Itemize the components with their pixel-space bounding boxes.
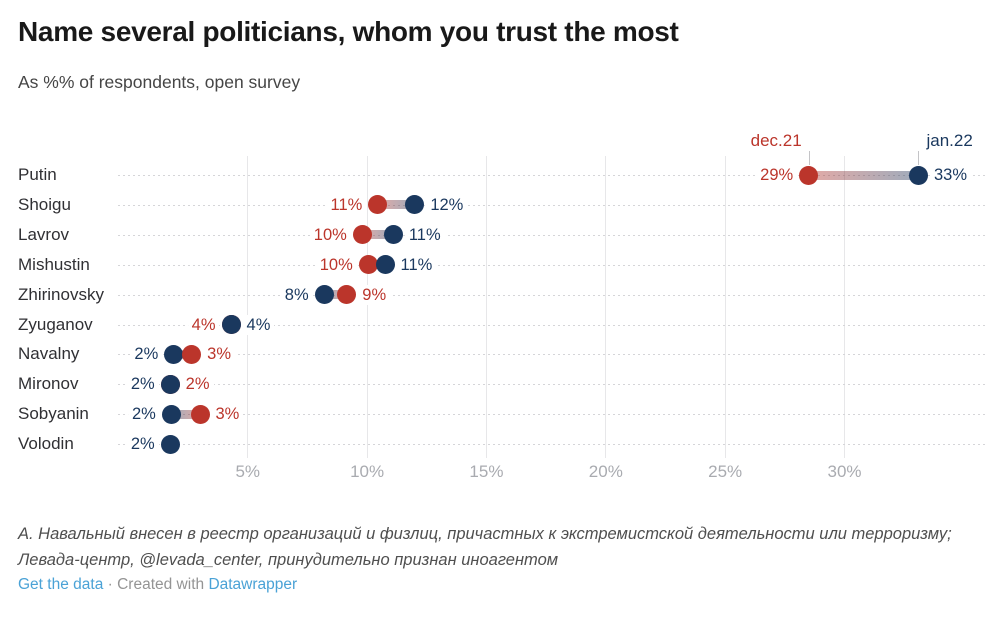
- dec21-dot[interactable]: [799, 165, 819, 185]
- row-guide-line: [118, 444, 985, 446]
- value-label-jan: 2%: [126, 374, 159, 395]
- chart-subtitle: As %% of respondents, open survey: [18, 72, 301, 92]
- jan22-dot[interactable]: [160, 374, 180, 394]
- x-gridline: [247, 156, 249, 458]
- row-label: Navalny: [18, 343, 87, 366]
- jan22-dot[interactable]: [314, 285, 334, 305]
- x-axis-tick-label: 25%: [708, 462, 743, 481]
- row-label: Shoigu: [18, 193, 78, 216]
- value-label-dec: 3%: [211, 404, 244, 425]
- dec21-dot[interactable]: [352, 225, 372, 245]
- value-label-dec: 3%: [203, 344, 235, 365]
- row-guide-line: [118, 324, 985, 326]
- trend-connector: [377, 200, 415, 210]
- row-label: Lavrov: [18, 223, 77, 246]
- row-label: Zhirinovsky: [18, 283, 111, 306]
- value-label-dec: 2%: [181, 374, 214, 395]
- get-the-data-link[interactable]: Get the data: [18, 576, 104, 593]
- jan22-dot[interactable]: [405, 195, 425, 215]
- row-guide-line: [118, 175, 985, 176]
- row-guide-line: [118, 204, 985, 206]
- row-label: Mironov: [18, 373, 86, 396]
- value-label-dec: 9%: [358, 284, 391, 305]
- x-axis-tick-label: 5%: [235, 462, 261, 481]
- row-guide-line: [118, 414, 985, 416]
- value-label-dec: 11%: [326, 194, 367, 215]
- x-gridline: [724, 156, 726, 458]
- dec21-dot[interactable]: [190, 404, 210, 424]
- value-label-dec: 29%: [756, 165, 798, 185]
- dec21-dot[interactable]: [182, 344, 202, 364]
- legend-label-jan22: jan.22: [923, 131, 976, 151]
- chart-title: Name several politicians, whom you trust…: [18, 16, 679, 47]
- x-axis-tick-label: 30%: [827, 462, 862, 481]
- value-label-dec: 4%: [187, 314, 220, 335]
- trend-connector: [362, 230, 394, 240]
- value-label-jan: 2%: [128, 404, 160, 425]
- x-gridline: [366, 156, 368, 458]
- row-label: Sobyanin: [18, 403, 96, 426]
- row-label: Mishustin: [18, 253, 97, 276]
- row-label: Zyuganov: [18, 313, 100, 336]
- attribution-bar: Get the data · Created with Datawrapper: [18, 576, 297, 594]
- chart-notes: А. Навальный внесен в реестр организаций…: [18, 525, 952, 569]
- legend-pointer-dec21: [808, 151, 810, 165]
- x-gridline: [844, 156, 845, 458]
- legend-pointer-jan22: [918, 151, 920, 165]
- row-guide-line: [118, 384, 985, 386]
- x-gridline: [485, 156, 487, 458]
- jan22-dot[interactable]: [161, 404, 181, 424]
- value-label-dec: 10%: [315, 254, 357, 275]
- row-label: Volodin: [18, 433, 81, 456]
- value-label-jan: 11%: [404, 224, 445, 245]
- legend-label-dec21: dec.21: [747, 131, 805, 151]
- dec21-dot[interactable]: [337, 285, 357, 305]
- value-label-jan: 12%: [426, 194, 468, 215]
- jan22-dot[interactable]: [160, 434, 180, 454]
- jan22-dot[interactable]: [908, 165, 928, 185]
- row-guide-line: [118, 294, 985, 296]
- value-label-jan: 2%: [130, 344, 163, 365]
- jan22-dot[interactable]: [221, 315, 241, 334]
- jan22-dot[interactable]: [375, 255, 395, 275]
- jan22-dot[interactable]: [164, 344, 184, 364]
- x-gridline: [605, 156, 607, 458]
- created-with-text: Created with: [117, 576, 205, 593]
- attribution-separator: ·: [107, 576, 113, 593]
- x-axis-tick-label: 15%: [469, 462, 504, 481]
- row-guide-line: [118, 354, 985, 356]
- trend-connector: [808, 170, 919, 180]
- x-axis-tick-label: 10%: [350, 462, 385, 481]
- trend-connector: [324, 290, 347, 300]
- row-guide-line: [118, 264, 985, 266]
- value-label-jan: 2%: [126, 434, 159, 455]
- value-label-jan: 8%: [280, 284, 313, 305]
- value-label-jan: 33%: [929, 165, 972, 185]
- value-label-jan: 11%: [396, 254, 437, 275]
- dec21-dot[interactable]: [368, 195, 388, 215]
- row-guide-line: [118, 234, 985, 236]
- row-label: Putin: [18, 164, 64, 186]
- trend-connector: [171, 409, 200, 419]
- value-label-jan: 4%: [242, 314, 275, 335]
- dec21-dot[interactable]: [358, 255, 378, 275]
- jan22-dot[interactable]: [383, 225, 403, 245]
- datawrapper-link[interactable]: Datawrapper: [208, 576, 298, 593]
- x-axis-tick-label: 20%: [588, 462, 623, 481]
- value-label-dec: 10%: [309, 224, 351, 245]
